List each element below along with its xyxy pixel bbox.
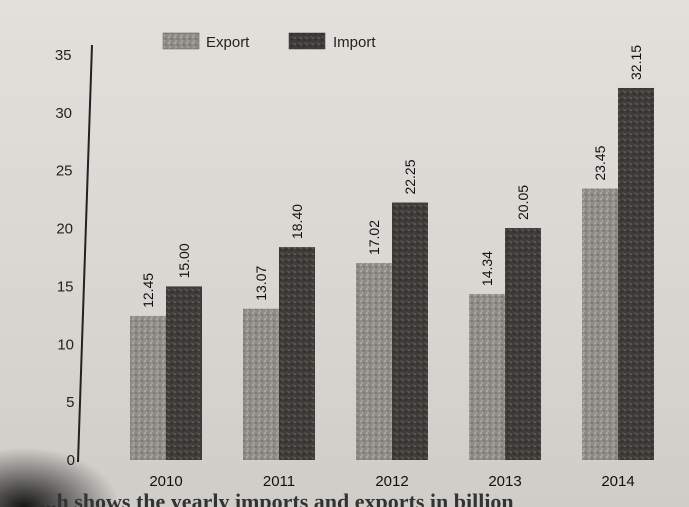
y-tick-label: 25 bbox=[56, 163, 73, 180]
y-tick-label: 20 bbox=[56, 221, 73, 238]
y-tick-label: 35 bbox=[55, 47, 72, 64]
bar-import-2012 bbox=[392, 202, 428, 461]
value-label-export-2011: 13.07 bbox=[253, 266, 269, 301]
value-label-import-2013: 20.05 bbox=[515, 185, 531, 220]
bar-export-2012 bbox=[356, 263, 392, 460]
bar-import-2013 bbox=[505, 227, 541, 460]
legend-label-import: Import bbox=[333, 34, 376, 51]
value-label-import-2012: 22.25 bbox=[402, 159, 418, 194]
corner-shadow bbox=[0, 447, 120, 507]
bar-export-2011 bbox=[243, 308, 279, 460]
value-label-import-2014: 32.15 bbox=[628, 45, 644, 80]
bar-export-2014 bbox=[582, 188, 618, 460]
value-label-export-2012: 17.02 bbox=[366, 220, 382, 255]
legend-swatch-import bbox=[288, 32, 326, 50]
y-tick-label: 10 bbox=[57, 336, 74, 353]
legend: Export Import bbox=[162, 32, 376, 51]
value-label-export-2013: 14.34 bbox=[479, 251, 495, 286]
y-tick-label: 15 bbox=[57, 278, 74, 295]
x-tick-label-2013: 2013 bbox=[488, 473, 521, 490]
bar-export-2010 bbox=[130, 315, 166, 460]
x-tick-label-2012: 2012 bbox=[375, 473, 408, 490]
bar-import-2014 bbox=[618, 87, 654, 460]
footer-text: ...h shows the yearly imports and export… bbox=[40, 489, 514, 507]
x-tick-label-2014: 2014 bbox=[601, 473, 634, 490]
value-label-import-2011: 18.40 bbox=[289, 204, 305, 239]
legend-swatch-export bbox=[162, 32, 200, 50]
bar-import-2010 bbox=[166, 286, 202, 460]
x-tick-label-2011: 2011 bbox=[263, 473, 295, 490]
value-label-import-2010: 15.00 bbox=[176, 243, 192, 278]
bar-import-2011 bbox=[279, 247, 315, 460]
value-label-export-2010: 12.45 bbox=[140, 273, 156, 308]
y-tick-label: 30 bbox=[55, 105, 72, 122]
y-tick-label: 5 bbox=[66, 394, 74, 411]
legend-label-export: Export bbox=[206, 34, 250, 51]
y-axis-line bbox=[77, 44, 93, 463]
x-tick-label-2010: 2010 bbox=[149, 473, 182, 490]
bar-export-2013 bbox=[469, 294, 505, 460]
value-label-export-2014: 23.45 bbox=[592, 145, 608, 180]
